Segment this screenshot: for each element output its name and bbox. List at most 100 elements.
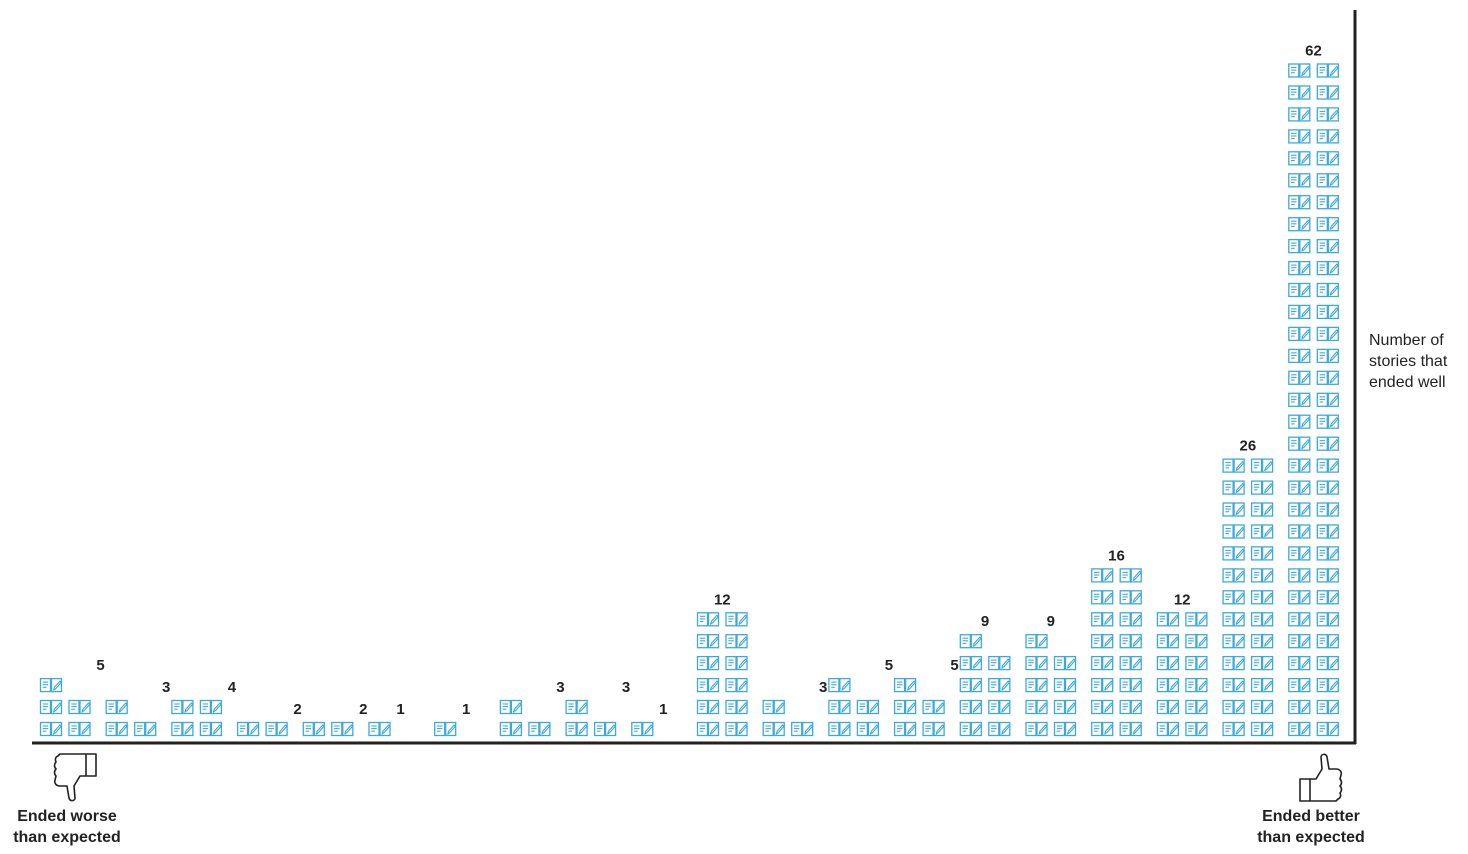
book-and-pencil-icon	[1288, 721, 1311, 737]
book-and-pencil-icon	[1288, 458, 1311, 473]
book-and-pencil-icon	[1288, 326, 1311, 342]
book-and-pencil-icon	[1316, 107, 1339, 122]
book-and-pencil-icon	[1250, 721, 1274, 737]
book-and-pencil-icon	[1288, 63, 1311, 78]
worse-than-expected-label: Ended worse than expected	[13, 808, 121, 846]
book-and-pencil-icon	[1316, 436, 1339, 451]
bar-8	[499, 699, 551, 737]
book-and-pencil-icon	[1288, 107, 1311, 122]
book-and-pencil-icon	[1250, 677, 1274, 693]
bar-value-label: 9	[981, 613, 989, 630]
book-and-pencil-icon	[39, 677, 63, 693]
book-and-pencil-icon	[1250, 524, 1274, 539]
book-and-pencil-icon	[1222, 721, 1245, 737]
book-and-pencil-icon	[725, 721, 748, 737]
book-and-pencil-icon	[1091, 612, 1114, 627]
book-and-pencil-icon	[1316, 326, 1339, 342]
book-and-pencil-icon	[725, 612, 748, 627]
book-and-pencil-icon	[959, 655, 982, 671]
bar-16	[1025, 634, 1077, 737]
book-and-pencil-icon	[1250, 458, 1274, 473]
book-and-pencil-icon	[1288, 677, 1311, 693]
book-and-pencil-icon	[1119, 568, 1142, 583]
thumbs-down-icon	[53, 753, 97, 802]
book-and-pencil-icon	[1316, 260, 1339, 276]
y-axis-label: Number of stories that ended well	[1369, 332, 1448, 391]
book-and-pencil-icon	[1091, 721, 1114, 737]
bar-value-label: 9	[1047, 613, 1055, 630]
book-and-pencil-icon	[1156, 655, 1180, 671]
book-and-pencil-icon	[1316, 63, 1339, 78]
book-and-pencil-icon	[1222, 699, 1245, 715]
book-and-pencil-icon	[1091, 568, 1114, 583]
book-and-pencil-icon	[1288, 655, 1311, 671]
book-and-pencil-icon	[105, 721, 128, 737]
book-and-pencil-icon	[1091, 655, 1114, 671]
book-and-pencil-icon	[1222, 590, 1245, 605]
book-and-pencil-icon	[1288, 699, 1311, 715]
book-and-pencil-icon	[1316, 458, 1339, 473]
bar-value-label: 1	[462, 701, 470, 718]
bar-20	[1288, 63, 1339, 737]
book-and-pencil-icon	[1288, 348, 1311, 364]
book-and-pencil-icon	[1091, 634, 1114, 649]
book-and-pencil-icon	[199, 721, 223, 737]
book-and-pencil-icon	[1316, 85, 1339, 100]
better-than-expected-label: Ended better than expected	[1257, 808, 1365, 846]
book-and-pencil-icon	[1316, 524, 1339, 539]
book-and-pencil-icon	[1025, 655, 1048, 671]
book-and-pencil-icon	[1222, 546, 1245, 561]
bar-3	[171, 699, 223, 737]
bar-15	[959, 634, 1011, 737]
bar-1	[39, 677, 91, 737]
bar-12	[762, 699, 814, 737]
book-and-pencil-icon	[893, 721, 917, 737]
book-and-pencil-icon	[434, 721, 457, 737]
book-and-pencil-icon	[1316, 195, 1339, 210]
book-and-pencil-icon	[959, 699, 982, 715]
book-and-pencil-icon	[1316, 634, 1339, 649]
bar-value-label: 3	[819, 679, 827, 696]
book-and-pencil-icon	[199, 699, 223, 715]
book-and-pencil-icon	[696, 677, 720, 693]
bar-value-label: 2	[359, 701, 367, 718]
book-and-pencil-icon	[1316, 348, 1339, 364]
book-and-pencil-icon	[922, 699, 945, 715]
book-and-pencil-icon	[1119, 721, 1142, 737]
book-and-pencil-icon	[696, 699, 720, 715]
book-and-pencil-icon	[762, 721, 785, 737]
bar-value-label: 1	[659, 701, 667, 718]
book-and-pencil-icon	[1156, 721, 1180, 737]
book-and-pencil-icon	[725, 677, 748, 693]
book-and-pencil-icon	[265, 721, 288, 737]
book-and-pencil-icon	[1222, 524, 1245, 539]
book-and-pencil-icon	[1250, 634, 1274, 649]
book-and-pencil-icon	[1316, 502, 1339, 517]
bar-value-label: 12	[1174, 591, 1191, 608]
book-and-pencil-icon	[1025, 721, 1048, 737]
bar-value-label: 12	[714, 591, 731, 608]
book-and-pencil-icon	[725, 634, 748, 649]
book-and-pencil-icon	[1250, 568, 1274, 583]
bar-value-label: 5	[950, 657, 958, 674]
bar-value-label: 62	[1305, 43, 1322, 60]
bar-6	[368, 721, 391, 737]
book-and-pencil-icon	[1316, 151, 1339, 166]
bar-value-label: 2	[293, 701, 301, 718]
book-and-pencil-icon	[1222, 458, 1245, 473]
book-and-pencil-icon	[988, 677, 1011, 693]
book-and-pencil-icon	[1250, 546, 1274, 561]
book-and-pencil-icon	[565, 721, 588, 737]
book-and-pencil-icon	[696, 612, 720, 627]
book-and-pencil-icon	[959, 677, 982, 693]
book-and-pencil-icon	[1288, 260, 1311, 276]
book-and-pencil-icon	[828, 677, 851, 693]
book-and-pencil-icon	[39, 699, 63, 715]
book-and-pencil-icon	[856, 721, 880, 737]
book-and-pencil-icon	[1288, 85, 1311, 100]
book-and-pencil-icon	[565, 699, 588, 715]
book-and-pencil-icon	[1185, 634, 1208, 649]
bar-4	[236, 721, 288, 737]
book-and-pencil-icon	[696, 655, 720, 671]
